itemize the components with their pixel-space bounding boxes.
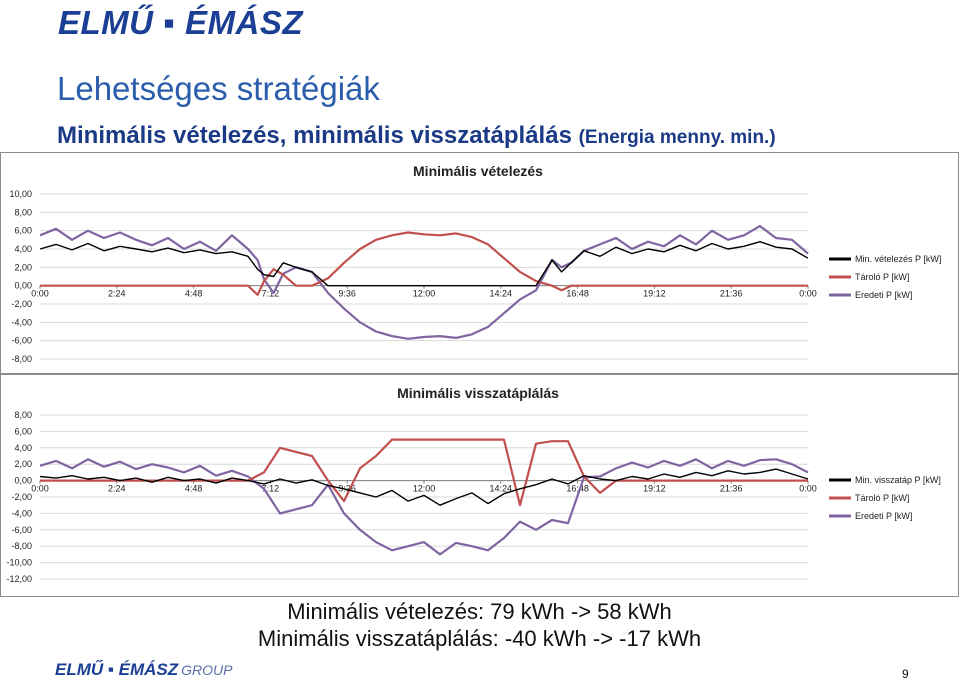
chart-2-y-tick-label: -10,00 [6, 558, 32, 568]
chart-2-series-1-line [39, 468, 809, 506]
chart-2-y-tick-label: 0,00 [14, 476, 32, 486]
summary-line-1: Minimális vételezés: 79 kWh -> 58 kWh [287, 599, 672, 624]
charts-area: Minimális vételezés 10,00 8,00 6,00 4,00 2,00… [0, 152, 959, 597]
chart-2-y-tick-label: -12,00 [6, 574, 32, 584]
chart-2-y-tick-label: 8,00 [14, 410, 32, 420]
chart-2-x-tick-label: 7:12 [262, 484, 280, 494]
chart-1-legend-label-3: Eredeti P [kW] [855, 290, 912, 300]
chart-1-x-tick-label: 9:36 [338, 289, 356, 299]
chart-1-y-tick-label: 4,00 [14, 244, 32, 254]
footer-group-text: GROUP [181, 662, 233, 678]
chart-1-y-tick-label: -4,00 [11, 317, 32, 327]
chart-2-y-tick-label: 6,00 [14, 426, 32, 436]
chart-2-x-tick-label: 9:36 [338, 484, 356, 494]
chart-2-series-2-line [40, 438, 808, 507]
chart-2-legend-label-2: Tároló P [kW] [855, 493, 909, 503]
chart-1-x-tick-label: 4:48 [185, 289, 203, 299]
chart-1-y-tick-label: 0,00 [14, 281, 32, 291]
chart-1-y-tick-label: 2,00 [14, 262, 32, 272]
company-logo: ELMŰ ▪ ÉMÁSZ [58, 4, 304, 41]
chart-2-y-tick-label: -2,00 [11, 492, 32, 502]
chart-2-y-tick-label: 4,00 [14, 443, 32, 453]
chart-2-x-tick-label: 21:36 [720, 484, 743, 494]
chart-2-x-tick-label: 0:00 [31, 484, 49, 494]
chart-1-title: Minimális vételezés [413, 163, 543, 179]
chart-2-y-tick-label: -4,00 [11, 508, 32, 518]
chart-1-x-tick-label: 12:00 [413, 289, 436, 299]
chart-2-x-tick-label: 16:48 [566, 484, 589, 494]
summary-line-2: Minimális visszatáplálás: -40 kWh -> -17… [257, 626, 702, 651]
chart-1-x-tick-label: 21:36 [720, 289, 743, 299]
chart-2-y-tick-label: -8,00 [11, 541, 32, 551]
subtitle-main: Minimális vételezés, minimális visszatáp… [57, 122, 572, 149]
chart-1-y-tick-label: 6,00 [14, 226, 32, 236]
chart-1-x-tick-label: 14:24 [490, 289, 513, 299]
chart-2-title: Minimális visszatáplálás [397, 385, 559, 401]
chart-2-x-tick-label: 0:00 [799, 484, 817, 494]
page-number: 9 [902, 667, 909, 681]
chart-1-series-1-line [39, 240, 809, 287]
chart-2-series-3-line [39, 458, 809, 556]
footer-logo-text: ELMŰ ▪ ÉMÁSZ [55, 660, 179, 679]
chart-2-x-tick-label: 14:24 [490, 484, 513, 494]
chart-1-frame [0, 152, 959, 374]
chart-1-x-tick-label: 0:00 [31, 289, 49, 299]
subtitle-note: (Energia menny. min.) [578, 127, 776, 148]
chart-1-y-tick-label: 8,00 [14, 207, 32, 217]
chart-1-x-tick-label: 0:00 [799, 289, 817, 299]
charts-svg: Minimális vételezés 10,00 8,00 6,00 4,00 2,00… [0, 152, 959, 597]
chart-2-x-tick-label: 19:12 [643, 484, 666, 494]
slide-subtitle: Minimális vételezés, minimális visszatáp… [57, 122, 776, 150]
chart-1-y-tick-label: -2,00 [11, 299, 32, 309]
chart-2-y-tick-label: 2,00 [14, 459, 32, 469]
chart-1-y-tick-label: -6,00 [11, 336, 32, 346]
chart-1-series-3-line [39, 224, 809, 340]
chart-2-x-tick-label: 4:48 [185, 484, 203, 494]
slide-title: Lehetséges stratégiák [57, 70, 380, 107]
chart-2-frame [0, 374, 959, 597]
chart-1-legend-label-2: Tároló P [kW] [855, 272, 909, 282]
chart-1-legend-label-1: Min. vételezés P [kW] [855, 254, 941, 264]
chart-1-x-tick-label: 16:48 [566, 289, 589, 299]
chart-1-x-tick-label: 19:12 [643, 289, 666, 299]
chart-2-legend-label-1: Min. visszatáp P [kW] [855, 475, 941, 485]
chart-1-x-tick-label: 2:24 [108, 289, 126, 299]
footer-logo: ELMŰ ▪ ÉMÁSZ GROUP [55, 660, 232, 680]
chart-2-y-tick-label: -6,00 [11, 525, 32, 535]
chart-1-x-tick-label: 7:12 [262, 289, 280, 299]
chart-2-x-tick-label: 2:24 [108, 484, 126, 494]
chart-1-y-tick-label: 10,00 [9, 189, 32, 199]
chart-1-y-tick-label: -8,00 [11, 354, 32, 364]
chart-2-x-tick-label: 12:00 [413, 484, 436, 494]
chart-2-legend-label-3: Eredeti P [kW] [855, 511, 912, 521]
